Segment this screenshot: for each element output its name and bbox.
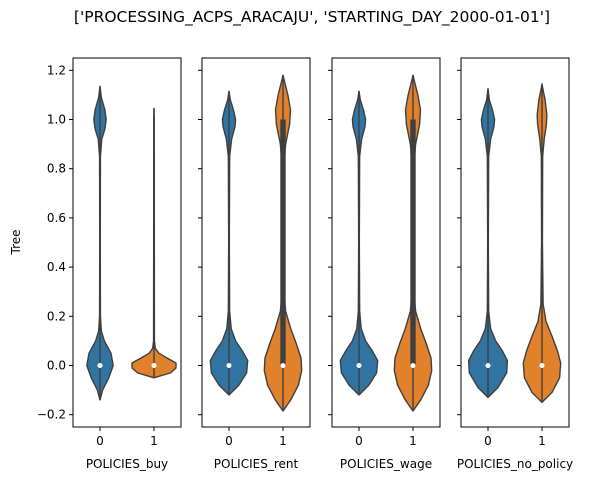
figure-title: ['PROCESSING_ACPS_ARACAJU', 'STARTING_DA… [74,8,550,27]
violin-median [356,362,362,369]
violin-median [97,362,103,369]
subplot-grid: −0.2 0.0 0.2 0.4 0.6 0.8 1.0 1.2 0 1 POLICIES_buy 0… [37,57,573,471]
y-tick-label: 0.0 [47,359,66,373]
violin-median [280,362,286,369]
y-tick-label: 0.4 [47,260,66,274]
y-tick-label: 0.8 [47,162,66,176]
y-axis-label: Tree [9,229,23,255]
x-tick-label: 0 [484,434,492,448]
violin-median [485,362,491,369]
x-axis-label: POLICIES_buy [86,457,168,471]
subplot-2: 0 1 POLICIES_rent [198,57,311,471]
violin-median [539,362,545,369]
x-axis-label: POLICIES_no_policy [457,457,573,471]
subplot-4: 0 1 POLICIES_no_policy [457,57,573,471]
y-tick-label: −0.2 [37,408,66,422]
x-axis-label: POLICIES_rent [214,457,299,471]
x-tick-label: 1 [150,434,158,448]
x-tick-label: 0 [225,434,233,448]
x-tick-label: 0 [355,434,363,448]
subplot-3: 0 1 POLICIES_wage [328,57,441,471]
y-tick-label: 0.2 [47,309,66,323]
violin-iqr-box [410,119,416,366]
axes-frame [460,57,570,428]
axes-frame [72,57,182,428]
violin-median [226,362,232,369]
axes-frame [331,57,441,428]
x-tick-label: 0 [96,434,104,448]
x-tick-label: 1 [409,434,417,448]
y-tick-label: 1.0 [47,113,66,127]
x-tick-label: 1 [279,434,287,448]
axes-frame [201,57,311,428]
y-tick-label: 0.6 [47,211,66,225]
violin-median [151,362,157,369]
violin-iqr-box [280,119,286,366]
subplot-1: −0.2 0.0 0.2 0.4 0.6 0.8 1.0 1.2 0 1 POLICIES_buy [37,57,182,471]
x-axis-label: POLICIES_wage [340,457,432,471]
x-tick-label: 1 [538,434,546,448]
y-tick-label: 1.2 [47,63,66,77]
violin-median [410,362,416,369]
